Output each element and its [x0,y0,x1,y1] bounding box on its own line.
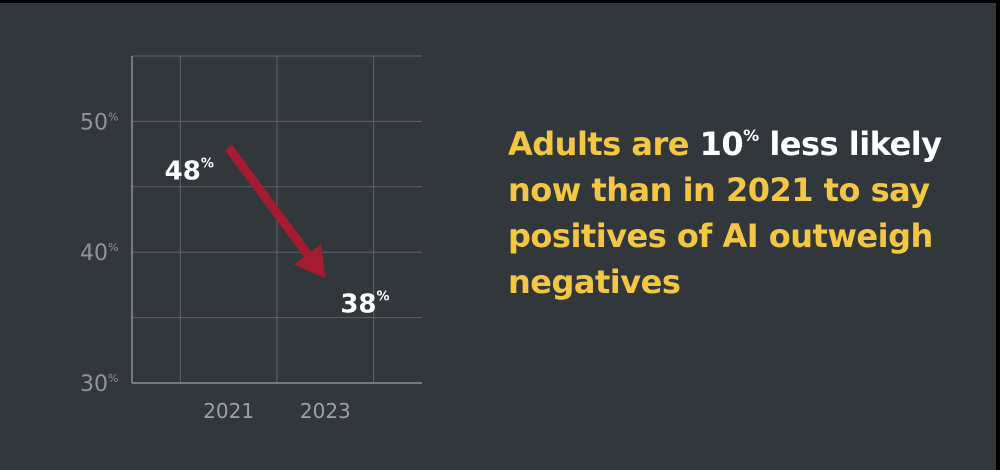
chart-ticks: 50% 40% 30% 2021 2023 [80,110,351,423]
x-tick-label: 2023 [300,399,351,423]
headline-highlight: 10% less likely [700,125,942,163]
x-tick-label: 2021 [203,399,254,423]
y-tick-label: 30% [80,372,118,397]
headline-text: Adults are 10% less likely now than in 2… [508,121,978,305]
y-tick-label: 40% [80,241,118,266]
y-tick-label: 50% [80,110,118,135]
headline-part-1: Adults are [508,125,700,163]
headline-highlight-value: 10 [699,125,744,163]
headline-highlight-suffix: % [743,126,759,145]
data-label: 38% [340,289,389,319]
arrow-head [293,244,326,279]
data-label: 48% [165,157,214,187]
series-line [225,144,312,257]
headline-part-2: now than in 2021 to say positives of AI … [508,171,933,301]
slide-panel [0,3,996,470]
chart-series [225,144,326,279]
chart-data-labels: 48% 38% [165,157,390,320]
headline-highlight-rest: less likely [758,125,942,163]
